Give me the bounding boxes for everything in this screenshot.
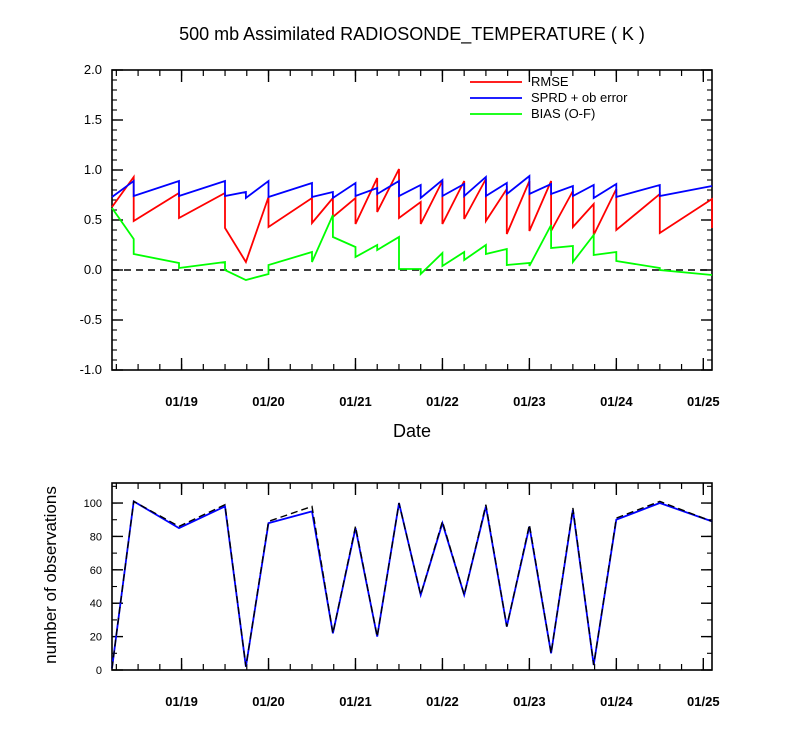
- legend-label: BIAS (O-F): [531, 106, 595, 121]
- y-tick-label: 0: [96, 665, 102, 677]
- x-tick-label: 01/21: [339, 394, 372, 409]
- y-tick-label: 40: [90, 598, 102, 610]
- series-line-observations-used: [111, 499, 713, 669]
- y-tick-label: 20: [90, 632, 102, 644]
- x-tick-label: 01/21: [339, 694, 372, 709]
- bottom-plot: 01/19 01/20 01/21 01/22 01/23 01/24 01/25 0 20 40…: [84, 482, 720, 709]
- series-line-bias-o-f: [111, 207, 713, 281]
- x-tick-label: 01/20: [252, 394, 285, 409]
- y-tick-label: 1.5: [84, 112, 102, 127]
- y-tick-label: -1.0: [80, 362, 102, 377]
- y-tick-label: 2.0: [84, 62, 102, 77]
- legend-label: SPRD + ob error: [531, 90, 628, 105]
- x-tick-label: 01/20: [252, 694, 285, 709]
- top-plot: 01/19 01/20 01/21 01/22 01/23 01/24 01/25 -1.0 -…: [80, 62, 720, 409]
- legend-label: RMSE: [531, 74, 569, 89]
- x-tick-label: 01/25: [687, 694, 720, 709]
- bottom-plot-frame: [111, 482, 713, 671]
- x-axis-label: Date: [393, 421, 431, 441]
- y-tick-label: 80: [90, 531, 102, 543]
- series-line-sprd-ob-error: [111, 174, 713, 200]
- chart-title: 500 mb Assimilated RADIOSONDE_TEMPERATUR…: [179, 24, 645, 45]
- x-tick-label: 01/22: [426, 694, 459, 709]
- y-tick-label: -0.5: [80, 312, 102, 327]
- top-plot-frame: [111, 69, 713, 371]
- x-tick-label: 01/23: [513, 394, 546, 409]
- y-tick-label: 60: [90, 565, 102, 577]
- x-tick-label: 01/24: [600, 694, 633, 709]
- y-tick-label: 1.0: [84, 162, 102, 177]
- x-tick-label: 01/23: [513, 694, 546, 709]
- x-tick-label: 01/22: [426, 394, 459, 409]
- x-tick-label: 01/19: [165, 694, 198, 709]
- series-line-observations-total: [111, 500, 713, 669]
- y-axis-label: number of observations: [41, 486, 60, 664]
- y-tick-label: 0.0: [84, 262, 102, 277]
- x-tick-label: 01/25: [687, 394, 720, 409]
- y-tick-label: 100: [84, 498, 102, 510]
- series-line-rmse: [111, 168, 713, 265]
- x-tick-label: 01/24: [600, 394, 633, 409]
- x-tick-label: 01/19: [165, 394, 198, 409]
- y-tick-label: 0.5: [84, 212, 102, 227]
